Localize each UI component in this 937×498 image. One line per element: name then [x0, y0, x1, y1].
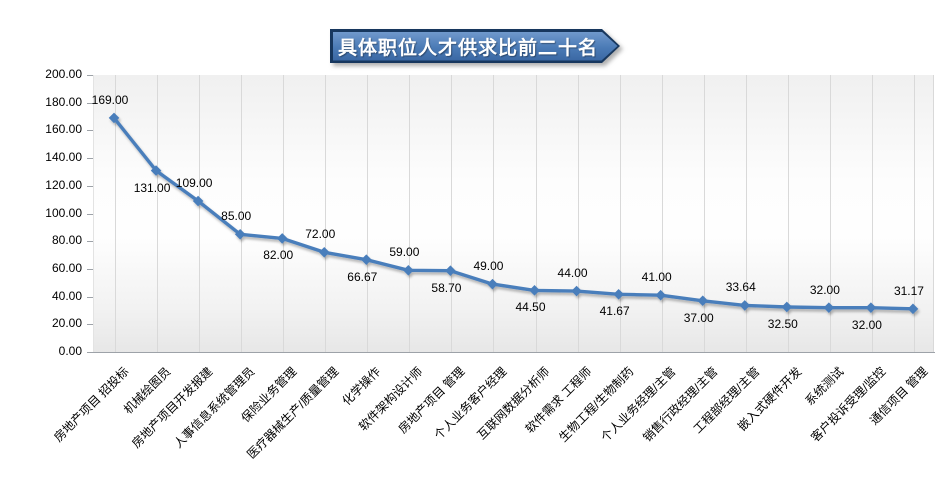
y-tick-label: 160.00 [45, 122, 82, 137]
y-tick-label: 200.00 [45, 67, 82, 81]
gridline [199, 75, 201, 352]
y-tick-mark [87, 241, 93, 243]
gridline [367, 75, 369, 352]
gridline [577, 75, 579, 352]
y-tick-mark [87, 213, 93, 215]
gridline [829, 75, 831, 352]
data-point-label: 72.00 [305, 227, 336, 242]
data-point-label: 32.50 [767, 316, 798, 331]
data-point-label: 33.64 [725, 280, 756, 295]
banner-fill-shape: 具体职位人才供求比前二十名 [333, 32, 618, 61]
data-point-label: 169.00 [91, 92, 129, 107]
y-tick-label: 60.00 [51, 260, 82, 275]
data-point-label: 85.00 [221, 209, 252, 224]
y-tick-label: 180.00 [45, 94, 82, 109]
gridline [157, 75, 159, 352]
data-point-label: 31.17 [893, 283, 924, 298]
y-tick-mark [87, 75, 93, 76]
data-point-label: 49.00 [473, 259, 504, 274]
gridline [409, 75, 411, 352]
y-tick-label: 100.00 [45, 205, 82, 220]
x-axis-line [93, 352, 935, 353]
y-tick-label: 120.00 [45, 177, 82, 192]
y-tick-mark [87, 324, 93, 326]
gridline [745, 75, 747, 352]
y-tick-label: 140.00 [45, 150, 82, 165]
y-tick-mark [87, 296, 93, 298]
y-tick-label: 80.00 [51, 233, 82, 248]
gridline [283, 75, 285, 352]
y-tick-mark [87, 352, 93, 353]
gridline [115, 75, 117, 352]
data-point-label: 66.67 [347, 269, 378, 284]
data-point-label: 41.00 [641, 270, 672, 285]
y-tick-label: 40.00 [51, 288, 82, 303]
data-point-label: 41.67 [599, 304, 630, 319]
gridline [451, 75, 453, 352]
y-axis: 0.00 20.00 40.00 60.00 80.00 100.00 120.00 140.… [0, 0, 93, 400]
y-tick-mark [87, 185, 93, 187]
y-tick-mark [87, 130, 93, 132]
gridline [325, 75, 327, 352]
y-tick-mark [87, 102, 93, 104]
data-point-label: 131.00 [133, 180, 171, 195]
y-tick-mark [87, 158, 93, 160]
y-tick-mark [87, 268, 93, 270]
gridline [661, 75, 663, 352]
data-point-label: 37.00 [683, 310, 714, 325]
chart-title-banner: 具体职位人才供求比前二十名 [330, 29, 620, 63]
data-point-label: 44.00 [557, 266, 588, 281]
data-point-label: 44.50 [515, 300, 546, 315]
data-point-label: 59.00 [389, 245, 420, 260]
y-tick-label: 0.00 [58, 344, 82, 358]
data-point-label: 58.70 [431, 280, 462, 295]
data-point-label: 32.00 [851, 317, 882, 332]
y-tick-label: 20.00 [51, 316, 82, 331]
gridline [871, 75, 873, 352]
data-point-label: 32.00 [809, 282, 840, 297]
chart-title: 具体职位人才供求比前二十名 [337, 37, 598, 59]
data-point-label: 82.00 [263, 248, 294, 263]
gridline [493, 75, 495, 352]
gridline [787, 75, 789, 352]
data-point-label: 109.00 [175, 176, 213, 191]
gridline [913, 75, 915, 352]
